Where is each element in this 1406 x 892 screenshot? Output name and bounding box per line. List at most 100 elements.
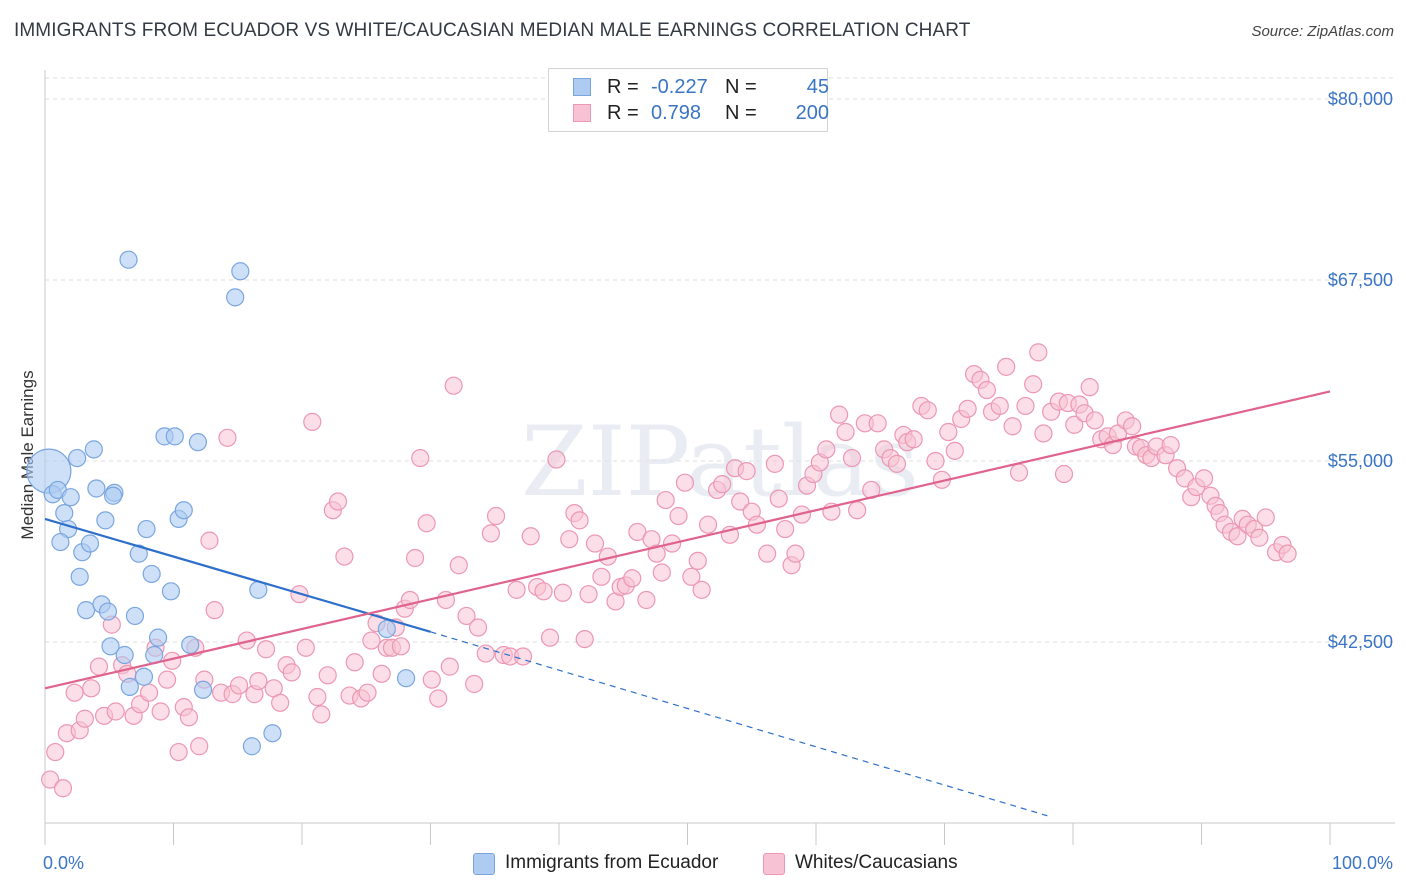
data-point-whites [1228, 527, 1247, 546]
data-point-ecuador [165, 427, 184, 446]
data-point-whites [698, 515, 718, 534]
data-point-whites [476, 644, 495, 663]
data-point-whites [692, 580, 711, 599]
data-point-ecuador [181, 635, 200, 654]
data-point-whites [486, 506, 506, 526]
data-point-whites [534, 582, 553, 601]
data-point-whites [848, 501, 867, 520]
data-point-whites [358, 683, 377, 702]
legend-swatch-pink [763, 853, 785, 875]
x-tick-label: 0.0% [43, 853, 84, 873]
data-point-whites [249, 671, 268, 691]
data-point-whites [335, 547, 354, 566]
legend-swatch-blue [573, 78, 591, 96]
data-point-whites [179, 708, 199, 727]
data-point-whites [465, 674, 484, 694]
y-tick-label: $67,500 [1328, 270, 1393, 290]
data-point-whites [1034, 424, 1053, 443]
data-point-whites [1085, 411, 1104, 430]
trend-line-ecuador-extension [430, 631, 1048, 817]
data-point-whites [457, 606, 476, 626]
data-point-whites [656, 490, 675, 510]
data-point-whites [1054, 464, 1074, 484]
data-point-whites [521, 527, 540, 546]
data-point-ecuador [98, 602, 118, 621]
data-point-whites [637, 590, 656, 610]
data-point-whites [547, 450, 566, 469]
data-point-whites [758, 544, 777, 563]
data-point-whites [675, 473, 695, 492]
data-point-whites [513, 647, 533, 666]
data-point-whites [1278, 544, 1297, 563]
data-point-whites [391, 637, 411, 656]
data-point-whites [939, 422, 958, 442]
data-point-whites [106, 702, 125, 721]
data-point-ecuador [119, 250, 138, 269]
data-point-ecuador [104, 486, 123, 505]
data-point-whites [786, 544, 805, 563]
data-point-whites [1250, 528, 1269, 547]
data-point-whites [887, 454, 907, 473]
data-point-ecuador [231, 262, 250, 281]
data-point-whites [553, 583, 572, 602]
data-point-whites [271, 693, 290, 712]
data-point-ecuador [96, 511, 115, 530]
data-point-whites [190, 737, 209, 756]
y-tick-label: $42,500 [1328, 632, 1393, 652]
data-point-whites [623, 569, 642, 588]
data-point-whites [560, 530, 579, 549]
x-tick-labels: 0.0% 100.0% [43, 853, 1393, 873]
data-point-whites [75, 709, 94, 728]
data-point-whites [836, 422, 855, 442]
legend-r-label: R = [607, 102, 639, 124]
data-point-whites [507, 580, 526, 599]
chart-title: IMMIGRANTS FROM ECUADOR VS WHITE/CAUCASI… [14, 20, 971, 41]
data-point-whites [647, 544, 666, 563]
data-point-whites [1123, 417, 1142, 436]
data-point-whites [585, 534, 605, 553]
data-point-whites [205, 601, 224, 620]
data-point-ecuador [193, 680, 213, 699]
trend-lines [44, 390, 1331, 817]
data-point-whites [1065, 415, 1084, 434]
data-point-whites [731, 492, 750, 511]
data-point-ecuador [161, 582, 181, 601]
y-tick-labels: $42,500 $55,000 $67,500 $80,000 [1328, 89, 1393, 652]
data-point-whites [169, 742, 188, 762]
data-point-whites [1003, 417, 1022, 436]
data-point-whites [904, 430, 923, 449]
data-point-whites [328, 492, 348, 511]
data-point-ecuador [80, 534, 100, 553]
trend-line-whites [44, 390, 1331, 690]
data-point-whites [682, 567, 701, 586]
data-point-ecuador [87, 479, 106, 498]
data-point-whites [1194, 469, 1214, 488]
data-point-whites [830, 405, 849, 424]
data-point-whites [151, 702, 170, 721]
data-point-whites [945, 441, 964, 460]
data-point-ecuador [120, 677, 139, 696]
data-point-ecuador [68, 448, 87, 468]
data-point-ecuador [377, 619, 396, 639]
data-point-whites [308, 687, 327, 707]
data-point-whites [958, 399, 977, 418]
legend-swatch-pink [573, 104, 591, 122]
data-point-whites [411, 448, 430, 468]
gridlines [45, 77, 1395, 643]
data-point-ecuador [129, 544, 148, 563]
data-point-whites [440, 657, 459, 676]
data-point-ecuador [396, 669, 416, 688]
data-point-whites [53, 779, 73, 798]
data-point-whites [1009, 463, 1029, 482]
data-point-whites [592, 567, 611, 586]
data-point-whites [296, 638, 315, 657]
legend-r-value: -0.227 [651, 76, 708, 98]
data-point-whites [1016, 396, 1035, 416]
data-point-whites [977, 380, 997, 400]
legend-n-value: 200 [795, 102, 829, 124]
x-tick-label: 100.0% [1332, 853, 1393, 873]
data-point-whites [540, 628, 560, 647]
data-point-whites [303, 412, 322, 431]
source-label: Source: ZipAtlas.com [1251, 23, 1394, 40]
data-point-whites [41, 770, 60, 789]
